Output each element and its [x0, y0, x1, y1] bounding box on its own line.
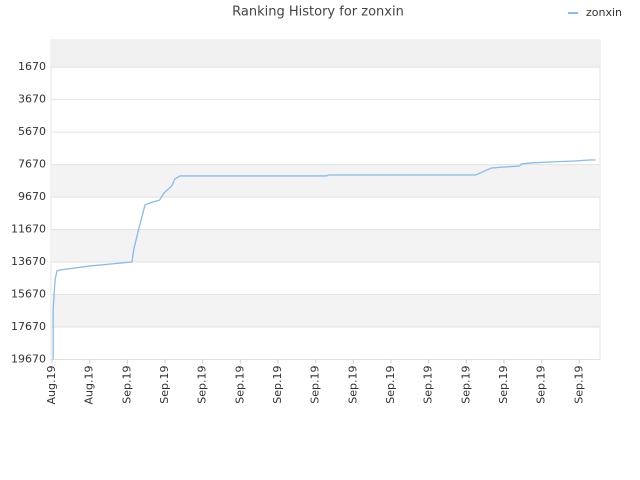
x-tick-label: Sep.19 [120, 366, 133, 404]
y-tick-label: 1670 [18, 60, 46, 73]
band [51, 40, 600, 68]
y-tick-label: 7670 [18, 158, 46, 171]
line [52, 159, 596, 360]
x-tick-label: Aug.19 [83, 366, 96, 405]
y-tick-label: 19670 [11, 353, 46, 366]
x-tick-label: Sep.19 [572, 366, 585, 404]
y-tick-label: 3670 [18, 93, 46, 106]
x-tick-label: Sep.19 [497, 366, 510, 404]
x-tick-label: Sep.19 [271, 366, 284, 404]
x-tick-label: Sep.19 [346, 366, 359, 404]
x-tick-label: Sep.19 [459, 366, 472, 404]
x-tick-label: Sep.19 [233, 366, 246, 404]
x-tick-label: Sep.19 [422, 366, 435, 404]
legend-label: zonxin [586, 6, 622, 19]
chart-title: Ranking History for zonxin [232, 5, 404, 20]
x-tick-label: Aug.19 [45, 366, 58, 405]
band [51, 294, 600, 328]
band [51, 229, 600, 263]
x-tick-label: Sep.19 [535, 366, 548, 404]
y-tick-label: 5670 [18, 125, 46, 138]
y-tick-label: 9670 [18, 190, 46, 203]
x-tick-label: Sep.19 [158, 366, 171, 404]
x-tick-label: Sep.19 [196, 366, 209, 404]
x-tick-label: Sep.19 [384, 366, 397, 404]
y-tick-label: 15670 [11, 288, 46, 301]
plot-background [50, 39, 601, 360]
y-tick-label: 13670 [11, 255, 46, 268]
y-tick-label: 11670 [11, 223, 46, 236]
y-tick-label: 17670 [11, 320, 46, 333]
x-tick-label: Sep.19 [309, 366, 322, 404]
band [51, 164, 600, 198]
